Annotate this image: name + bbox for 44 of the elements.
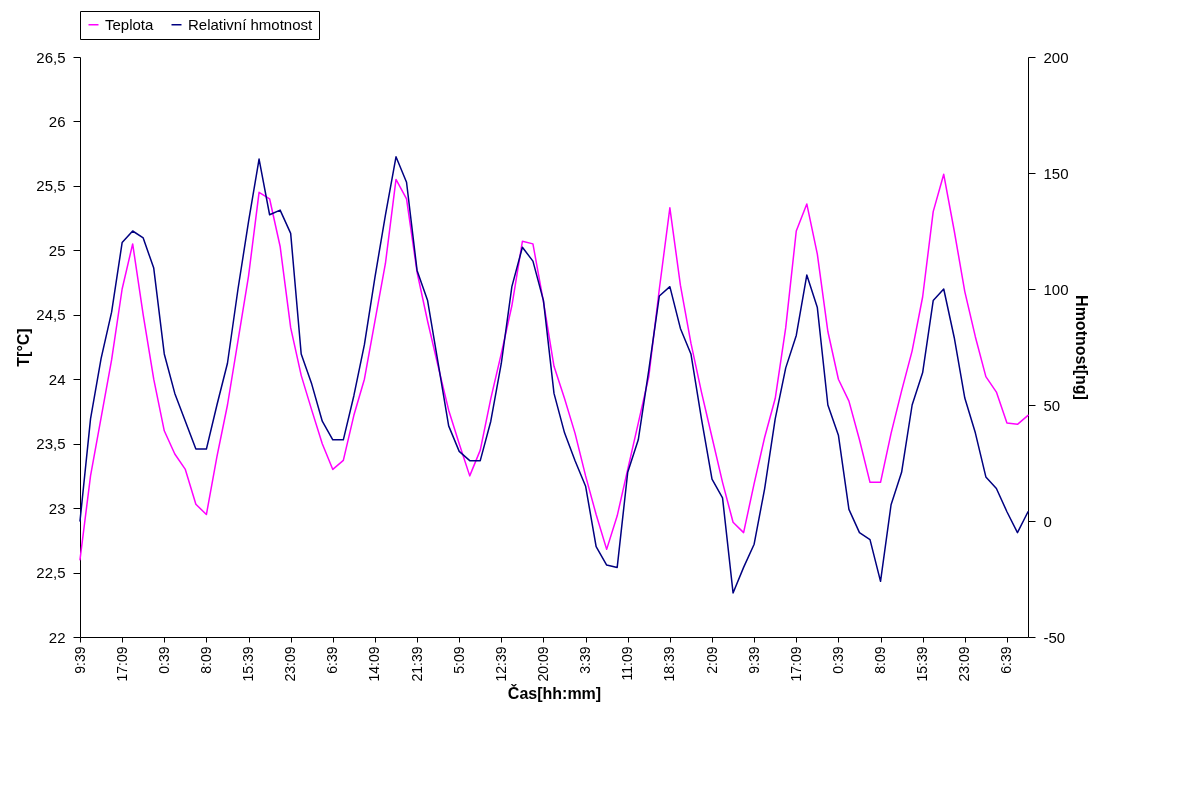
x-tick-label: 21:39	[408, 646, 425, 682]
y2-tick-label: 0	[1043, 512, 1052, 530]
y-tick-label: 26	[48, 112, 66, 130]
y-tick-label: 25	[48, 241, 66, 259]
y2-tick-label: 150	[1043, 164, 1069, 182]
y2-tick-label: 200	[1043, 48, 1069, 66]
x-tick-label: 11:09	[619, 646, 636, 681]
x-tick-label: 5:09	[450, 646, 467, 674]
x-tick-label: 17:09	[113, 646, 130, 682]
y2-tick-label: 50	[1043, 396, 1061, 414]
x-tick-label: 2:09	[703, 646, 720, 674]
y-tick-label: 26,5	[36, 48, 66, 66]
y-tick-label: 25,5	[36, 177, 66, 195]
x-tick-label: 8:09	[872, 646, 889, 674]
x-tick-label: 0:39	[829, 646, 846, 674]
y2-tick-label: -50	[1043, 628, 1066, 646]
x-tick-label: 14:09	[366, 646, 383, 682]
legend-label: Relativní hmotnost	[188, 15, 314, 33]
y-tick-label: 24,5	[36, 306, 66, 324]
y-tick-label: 22	[48, 628, 66, 646]
x-tick-label: 8:09	[197, 646, 214, 674]
y-axis-title: T[°C]	[15, 328, 33, 367]
x-tick-label: 6:39	[324, 646, 341, 674]
legend-label: Teplota	[105, 15, 155, 33]
x-axis-title: Čas[hh:mm]	[507, 683, 602, 702]
x-tick-label: 9:39	[71, 646, 88, 674]
y2-axis-title: Hmotnost[ng]	[1072, 295, 1090, 400]
y2-tick-label: 100	[1043, 280, 1069, 298]
x-tick-label: 12:39	[492, 646, 509, 682]
x-tick-label: 15:39	[914, 646, 931, 682]
y-tick-label: 22,5	[36, 564, 66, 582]
y-tick-label: 23	[48, 499, 66, 517]
x-tick-label: 0:39	[155, 646, 172, 674]
x-tick-label: 15:39	[240, 646, 257, 682]
x-tick-label: 9:39	[745, 646, 762, 674]
y-tick-label: 24	[48, 370, 66, 388]
x-tick-label: 18:39	[661, 646, 678, 682]
x-tick-label: 17:09	[787, 646, 804, 682]
x-tick-label: 3:39	[577, 646, 594, 674]
x-tick-label: 6:39	[998, 646, 1015, 674]
x-tick-label: 20:09	[534, 646, 551, 682]
x-tick-label: 23:09	[956, 646, 973, 682]
x-tick-label: 23:09	[282, 646, 299, 682]
y-tick-label: 23,5	[36, 435, 66, 453]
